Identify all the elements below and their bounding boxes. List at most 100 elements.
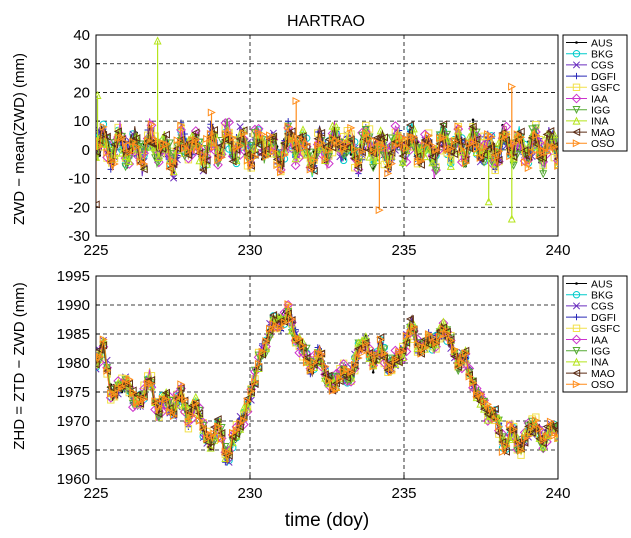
data-point (461, 349, 470, 358)
data-point (479, 150, 488, 160)
data-point (302, 358, 311, 367)
data-point (513, 439, 522, 448)
data-point (147, 120, 156, 129)
data-point (549, 421, 558, 430)
data-point (113, 127, 122, 136)
data-point (487, 142, 496, 151)
data-point (516, 127, 525, 136)
data-point (443, 130, 452, 139)
data-point (96, 345, 104, 354)
data-point (181, 395, 190, 404)
data-point (532, 131, 541, 140)
data-point (517, 446, 526, 455)
legend-marker (572, 302, 581, 310)
outlier-point (96, 200, 100, 209)
data-point (351, 145, 360, 154)
data-point (198, 165, 207, 174)
data-point (371, 370, 375, 374)
data-point (140, 160, 149, 169)
data-point (191, 128, 200, 137)
data-point (262, 152, 271, 161)
data-point (184, 417, 193, 426)
legend-marker (573, 313, 580, 321)
y-tick-label: 0 (82, 142, 90, 159)
data-point (154, 409, 163, 418)
data-point (162, 140, 171, 149)
data-point (354, 163, 363, 172)
data-point (339, 144, 348, 153)
legend-label: CGS (591, 60, 614, 72)
data-point (380, 143, 389, 152)
data-point (169, 157, 178, 166)
data-point (365, 152, 374, 161)
data-point (195, 142, 204, 151)
legend-label: INA (591, 357, 609, 369)
data-point (509, 139, 518, 148)
chart-title: HARTRAO (287, 13, 365, 30)
legend-marker (572, 61, 581, 69)
data-point (494, 428, 503, 437)
data-point (192, 399, 201, 408)
data-point (546, 127, 555, 136)
data-point (302, 353, 311, 362)
data-point (524, 164, 533, 173)
legend-marker (572, 128, 581, 137)
data-point (284, 122, 293, 131)
data-point (291, 154, 300, 163)
data-point (232, 426, 241, 435)
legend-item-ina: INA (566, 116, 609, 128)
y-tick-label: 40 (73, 27, 90, 44)
data-point (173, 145, 182, 154)
legend-label: BKG (591, 290, 613, 302)
data-point (432, 146, 441, 155)
data-point (332, 386, 341, 395)
data-point (428, 333, 437, 342)
data-point (291, 144, 300, 153)
data-point (410, 323, 419, 332)
data-point (361, 338, 370, 347)
legend-item-gsfc: GSFC (566, 82, 621, 94)
data-point (539, 170, 548, 179)
data-point (129, 388, 138, 397)
data-point (410, 133, 419, 142)
data-point (96, 147, 100, 156)
legend-item-aus: AUS (566, 278, 613, 290)
data-point (539, 442, 548, 451)
data-point (491, 415, 500, 424)
outlier-point (207, 108, 216, 117)
data-point (365, 350, 374, 359)
data-point (184, 424, 193, 433)
legend-marker (572, 291, 581, 299)
data-point (379, 133, 388, 142)
data-point (103, 148, 112, 157)
data-point (310, 156, 319, 165)
data-point (188, 411, 197, 420)
data-point (476, 389, 485, 398)
data-point (532, 416, 541, 425)
legend-marker (572, 324, 581, 333)
data-point (184, 151, 193, 160)
data-point (99, 341, 108, 350)
outlier-point (508, 82, 517, 91)
data-point (110, 390, 119, 399)
legend-item-igg: IGG (566, 105, 610, 117)
data-point (446, 161, 455, 170)
data-point (336, 138, 345, 147)
data-point (439, 133, 448, 142)
outlier-ina (153, 36, 162, 150)
data-point (432, 339, 441, 348)
data-point (247, 142, 256, 151)
data-point (398, 151, 407, 160)
data-point (254, 140, 263, 149)
data-point (247, 387, 256, 396)
data-point (405, 121, 414, 130)
data-point (528, 125, 537, 134)
data-point (351, 360, 360, 369)
data-point (406, 329, 415, 338)
data-point (343, 139, 352, 148)
grid-bottom (96, 276, 558, 479)
data-point (421, 343, 430, 352)
data-point (361, 126, 370, 135)
outlier-oso (292, 97, 301, 150)
